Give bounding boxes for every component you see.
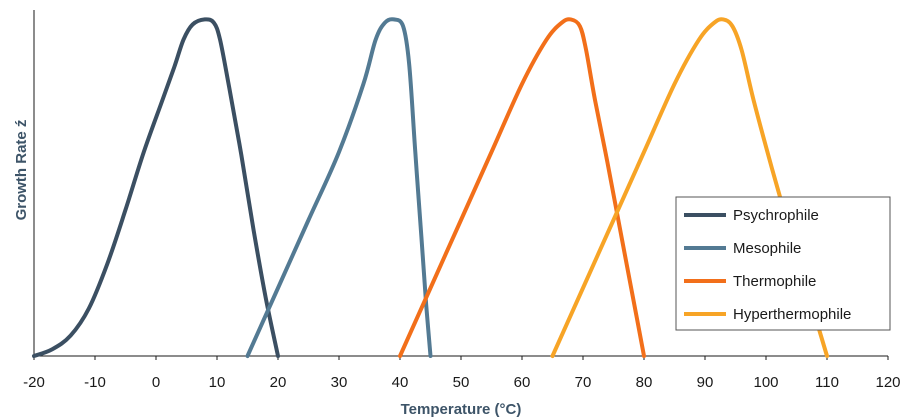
y-axis-title: Growth Rate ź <box>13 120 30 221</box>
x-tick-label: 90 <box>697 374 714 391</box>
legend-label-mesophile: Mesophile <box>733 240 801 257</box>
legend-items: Psychrophile Mesophile Thermophile Hyperthe… <box>684 207 851 323</box>
x-tick-label: 40 <box>392 374 409 391</box>
x-tick-label: 80 <box>636 374 653 391</box>
legend-label-hyperthermophile: Hyperthermophile <box>733 306 851 323</box>
x-ticks: -20 -10 0 10 20 30 40 50 60 70 80 90 100 110 120 <box>23 356 901 391</box>
x-tick-label: 50 <box>453 374 470 391</box>
x-tick-label: 10 <box>209 374 226 391</box>
legend: Psychrophile Mesophile Thermophile Hyperthe… <box>675 196 891 331</box>
x-tick-label: 20 <box>270 374 287 391</box>
x-tick-label: 60 <box>514 374 531 391</box>
x-tick-label: 120 <box>875 374 900 391</box>
series-line-mesophile <box>245 17 433 358</box>
x-tick-label: 70 <box>575 374 592 391</box>
x-tick-label: 110 <box>815 374 839 391</box>
x-tick-label: -20 <box>23 374 45 391</box>
legend-box <box>675 196 891 331</box>
x-tick-label: -10 <box>84 374 106 391</box>
series-line-psychrophile <box>32 17 280 358</box>
x-tick-label: 100 <box>753 374 778 391</box>
legend-label-psychrophile: Psychrophile <box>733 207 819 224</box>
legend-label-thermophile: Thermophile <box>733 273 816 290</box>
x-tick-label: 0 <box>152 374 160 391</box>
x-tick-label: 30 <box>331 374 348 391</box>
x-axis-title: Temperature (°C) <box>401 401 522 418</box>
series-line-thermophile <box>398 17 646 358</box>
